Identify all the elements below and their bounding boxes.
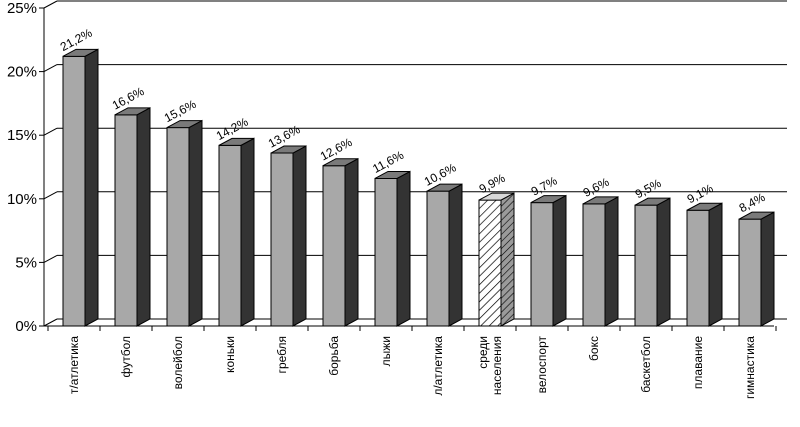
category-label: плавание — [691, 336, 705, 389]
bar-front — [530, 202, 554, 327]
bar-top — [582, 196, 619, 205]
category-label: населения — [490, 336, 504, 395]
bar-top — [738, 211, 775, 220]
bar-11 — [582, 196, 619, 327]
bar-4 — [218, 137, 255, 327]
category-label: футбол — [119, 336, 133, 378]
y-tick-label: 0% — [15, 318, 37, 335]
bar-front — [218, 144, 242, 327]
category-label: бокс — [587, 336, 601, 361]
bar-front — [62, 55, 86, 327]
category-label: т/атлетика — [67, 336, 81, 394]
bar-side — [396, 170, 411, 327]
bar-top — [62, 48, 99, 57]
bar-top — [374, 170, 411, 179]
bar-front — [634, 204, 658, 327]
category-label: гребля — [275, 336, 289, 373]
bar-side — [84, 48, 99, 327]
gridline-diagonal — [43, 191, 58, 200]
data-label: 9,9% — [477, 171, 508, 196]
bar-front — [374, 177, 398, 327]
data-label: 9,7% — [529, 173, 560, 198]
bar-13 — [686, 202, 723, 327]
bar-2 — [114, 107, 151, 327]
bar-14 — [738, 211, 775, 327]
bar-front — [582, 203, 606, 327]
bar-front — [114, 114, 138, 327]
bar-side — [500, 192, 515, 327]
bar-front — [478, 199, 502, 327]
bar-top — [686, 202, 723, 211]
bar-front — [270, 152, 294, 327]
gridline-diagonal — [43, 127, 58, 136]
y-tick-label: 15% — [7, 127, 37, 144]
gridline-diagonal — [43, 0, 58, 9]
bar-side — [552, 194, 567, 327]
bar-front — [322, 165, 346, 327]
category-label: велоспорт — [535, 335, 549, 393]
bar-10 — [530, 194, 567, 327]
bar-top — [270, 145, 307, 154]
bar-side — [708, 202, 723, 327]
category-label: борьба — [327, 336, 341, 376]
y-tick-label: 20% — [7, 64, 37, 81]
bar-top — [634, 197, 671, 206]
bar-6 — [322, 157, 359, 327]
bar-9 — [478, 192, 515, 327]
bar-side — [240, 137, 255, 327]
bar-top — [530, 195, 567, 204]
floor-diagonal — [43, 318, 58, 327]
y-tick-label: 25% — [7, 0, 37, 17]
bar-1 — [62, 48, 99, 327]
category-label: л/атлетика — [431, 336, 445, 396]
gridline-diagonal — [43, 254, 58, 263]
gridline-diagonal — [43, 64, 58, 73]
bar-side — [292, 145, 307, 327]
bar-side — [136, 107, 151, 327]
bar-top — [218, 137, 255, 146]
bar-5 — [270, 145, 307, 327]
category-label: коньки — [223, 336, 237, 373]
bar-side — [656, 197, 671, 327]
grid-layer — [43, 0, 787, 263]
data-label: 9,6% — [581, 175, 612, 200]
bar-front — [686, 209, 710, 327]
category-label: волейбол — [171, 336, 185, 389]
bar-side — [448, 183, 463, 327]
bar-top — [166, 120, 203, 129]
data-label: 8,4% — [737, 190, 768, 215]
bar-front — [738, 218, 762, 327]
bar-front — [166, 127, 190, 327]
bar-side — [604, 196, 619, 327]
bar-top — [322, 158, 359, 167]
bar-side — [188, 119, 203, 327]
category-label: среди — [476, 336, 490, 369]
category-label: лыжи — [379, 336, 393, 366]
bar-3 — [166, 119, 203, 327]
bar-12 — [634, 197, 671, 327]
category-label: баскетбол — [639, 336, 653, 393]
bar-side — [344, 157, 359, 327]
bar-top — [426, 183, 463, 192]
bar-8 — [426, 183, 463, 327]
bar-top — [478, 192, 515, 201]
bar-front — [426, 190, 450, 327]
data-label: 9,5% — [633, 176, 664, 201]
bar-top — [114, 107, 151, 116]
bar-layer — [62, 48, 775, 327]
y-tick-label: 5% — [15, 254, 37, 271]
data-label: 9,1% — [685, 181, 716, 206]
bar-7 — [374, 170, 411, 327]
category-label: гимнастика — [743, 336, 757, 399]
bar-side — [760, 211, 775, 327]
y-tick-label: 10% — [7, 191, 37, 208]
